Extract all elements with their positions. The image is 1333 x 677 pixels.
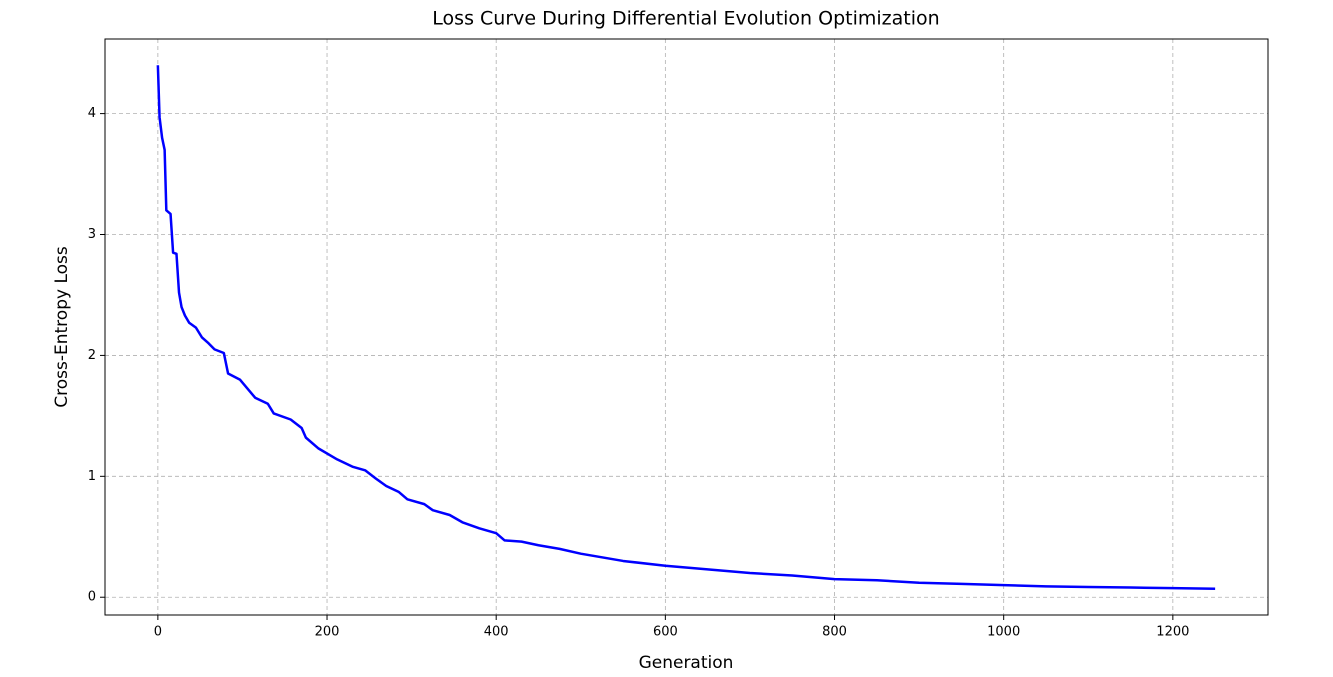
y-tick-label: 1 <box>88 469 96 484</box>
x-tick-label: 1200 <box>1156 625 1189 640</box>
x-tick-label: 400 <box>484 625 509 640</box>
x-tick-label: 1000 <box>987 625 1020 640</box>
y-axis-label: Cross-Entropy Loss <box>52 246 72 408</box>
y-tick-label: 2 <box>88 348 96 363</box>
y-tick-label: 0 <box>88 590 96 605</box>
x-tick-label: 800 <box>822 625 847 640</box>
x-tick-label: 600 <box>653 625 678 640</box>
y-tick-label: 4 <box>88 106 96 121</box>
x-tick-label: 0 <box>154 625 162 640</box>
x-axis-label: Generation <box>639 653 734 673</box>
y-tick-label: 3 <box>88 227 96 242</box>
x-tick-label: 200 <box>315 625 340 640</box>
chart-title: Loss Curve During Differential Evolution… <box>432 8 939 30</box>
plot-frame <box>104 38 1269 616</box>
data-line <box>156 65 1216 591</box>
